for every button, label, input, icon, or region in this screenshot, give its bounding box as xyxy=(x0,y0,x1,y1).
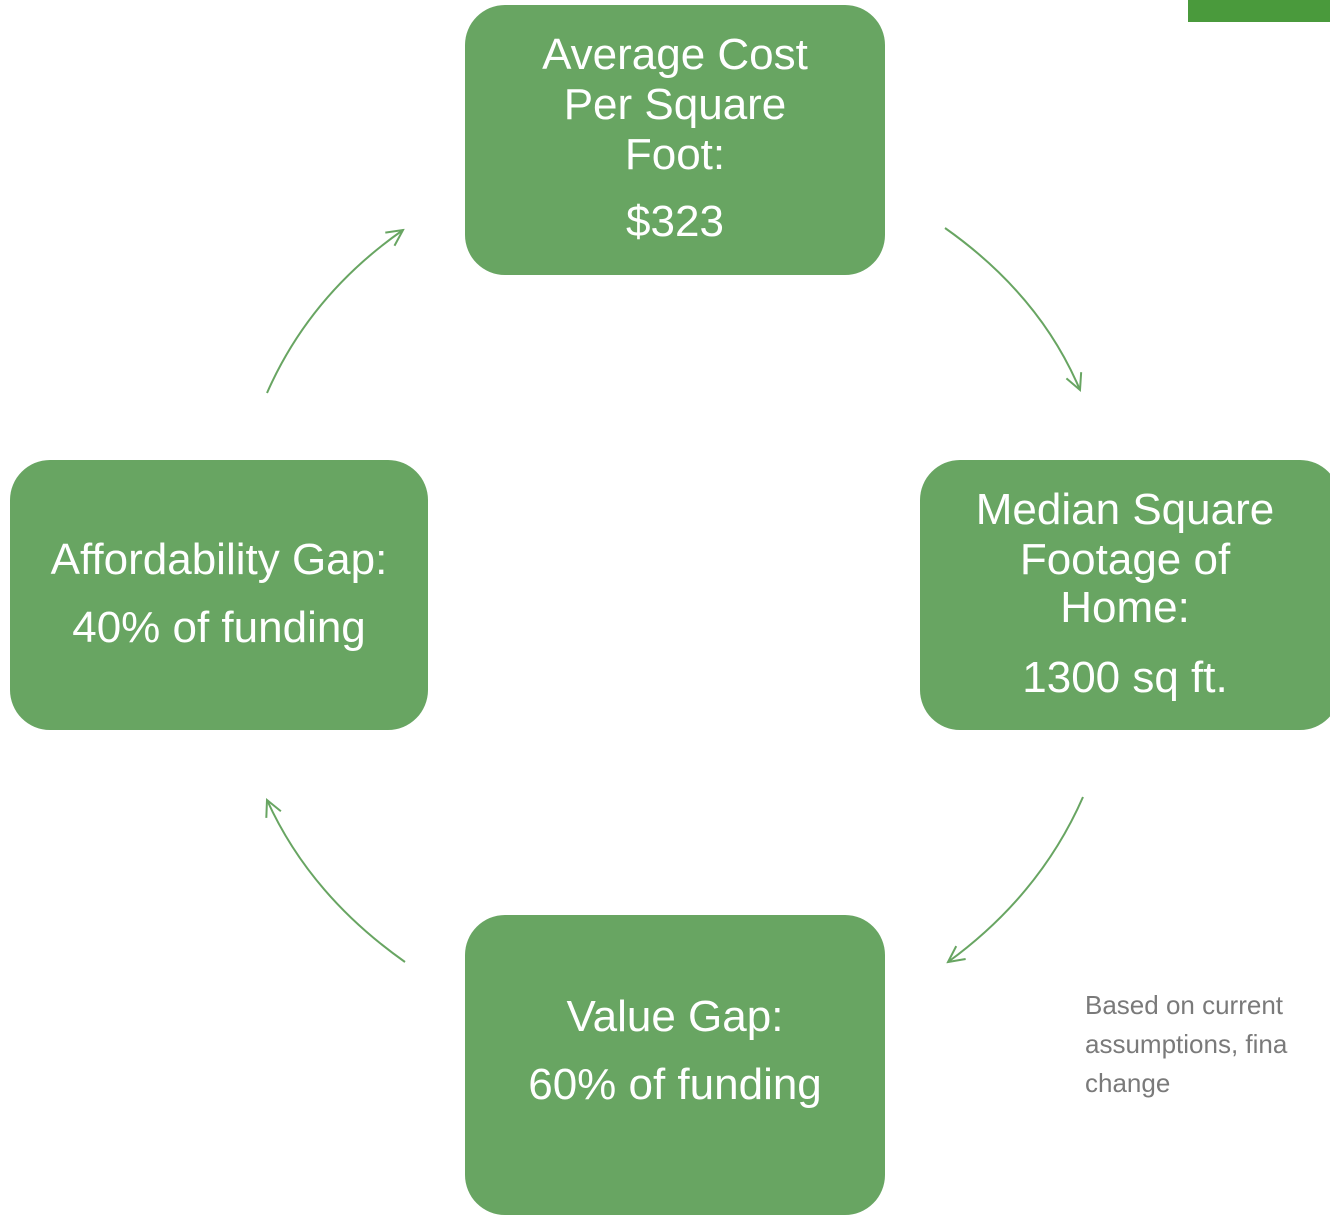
node-label: Footage of xyxy=(1019,535,1231,584)
node-label: Home: xyxy=(1060,583,1190,632)
arrow xyxy=(948,796,1084,962)
node-value: 40% of funding xyxy=(72,603,366,652)
node-value: 60% of funding xyxy=(528,1060,822,1109)
arrow xyxy=(267,800,406,963)
node-label: Median Square xyxy=(975,485,1275,534)
corner-tab xyxy=(1188,0,1330,22)
node-value: 1300 sq ft. xyxy=(1022,653,1228,702)
node-value: $323 xyxy=(626,197,724,246)
node-label: Average Cost xyxy=(542,30,808,79)
arrows xyxy=(0,0,1330,1184)
node-label: Per Square xyxy=(563,80,787,129)
arrow xyxy=(266,230,403,394)
note-line: change xyxy=(1085,1068,1171,1098)
node-label: Foot: xyxy=(624,130,726,179)
arrow xyxy=(944,227,1080,390)
node-box: Affordability Gap: 40% of funding xyxy=(10,460,428,730)
node-label: Value Gap: xyxy=(566,992,784,1041)
node-box: Value Gap: 60% of funding xyxy=(465,915,885,1215)
node-box: Average Cost Per Square Foot: $323 xyxy=(465,5,885,275)
node-label: Affordability Gap: xyxy=(50,535,388,584)
note-line: Based on current xyxy=(1085,990,1284,1020)
node-box: Median Square Footage of Home: 1300 sq f… xyxy=(920,460,1330,730)
note-line: assumptions, fina xyxy=(1085,1029,1288,1059)
